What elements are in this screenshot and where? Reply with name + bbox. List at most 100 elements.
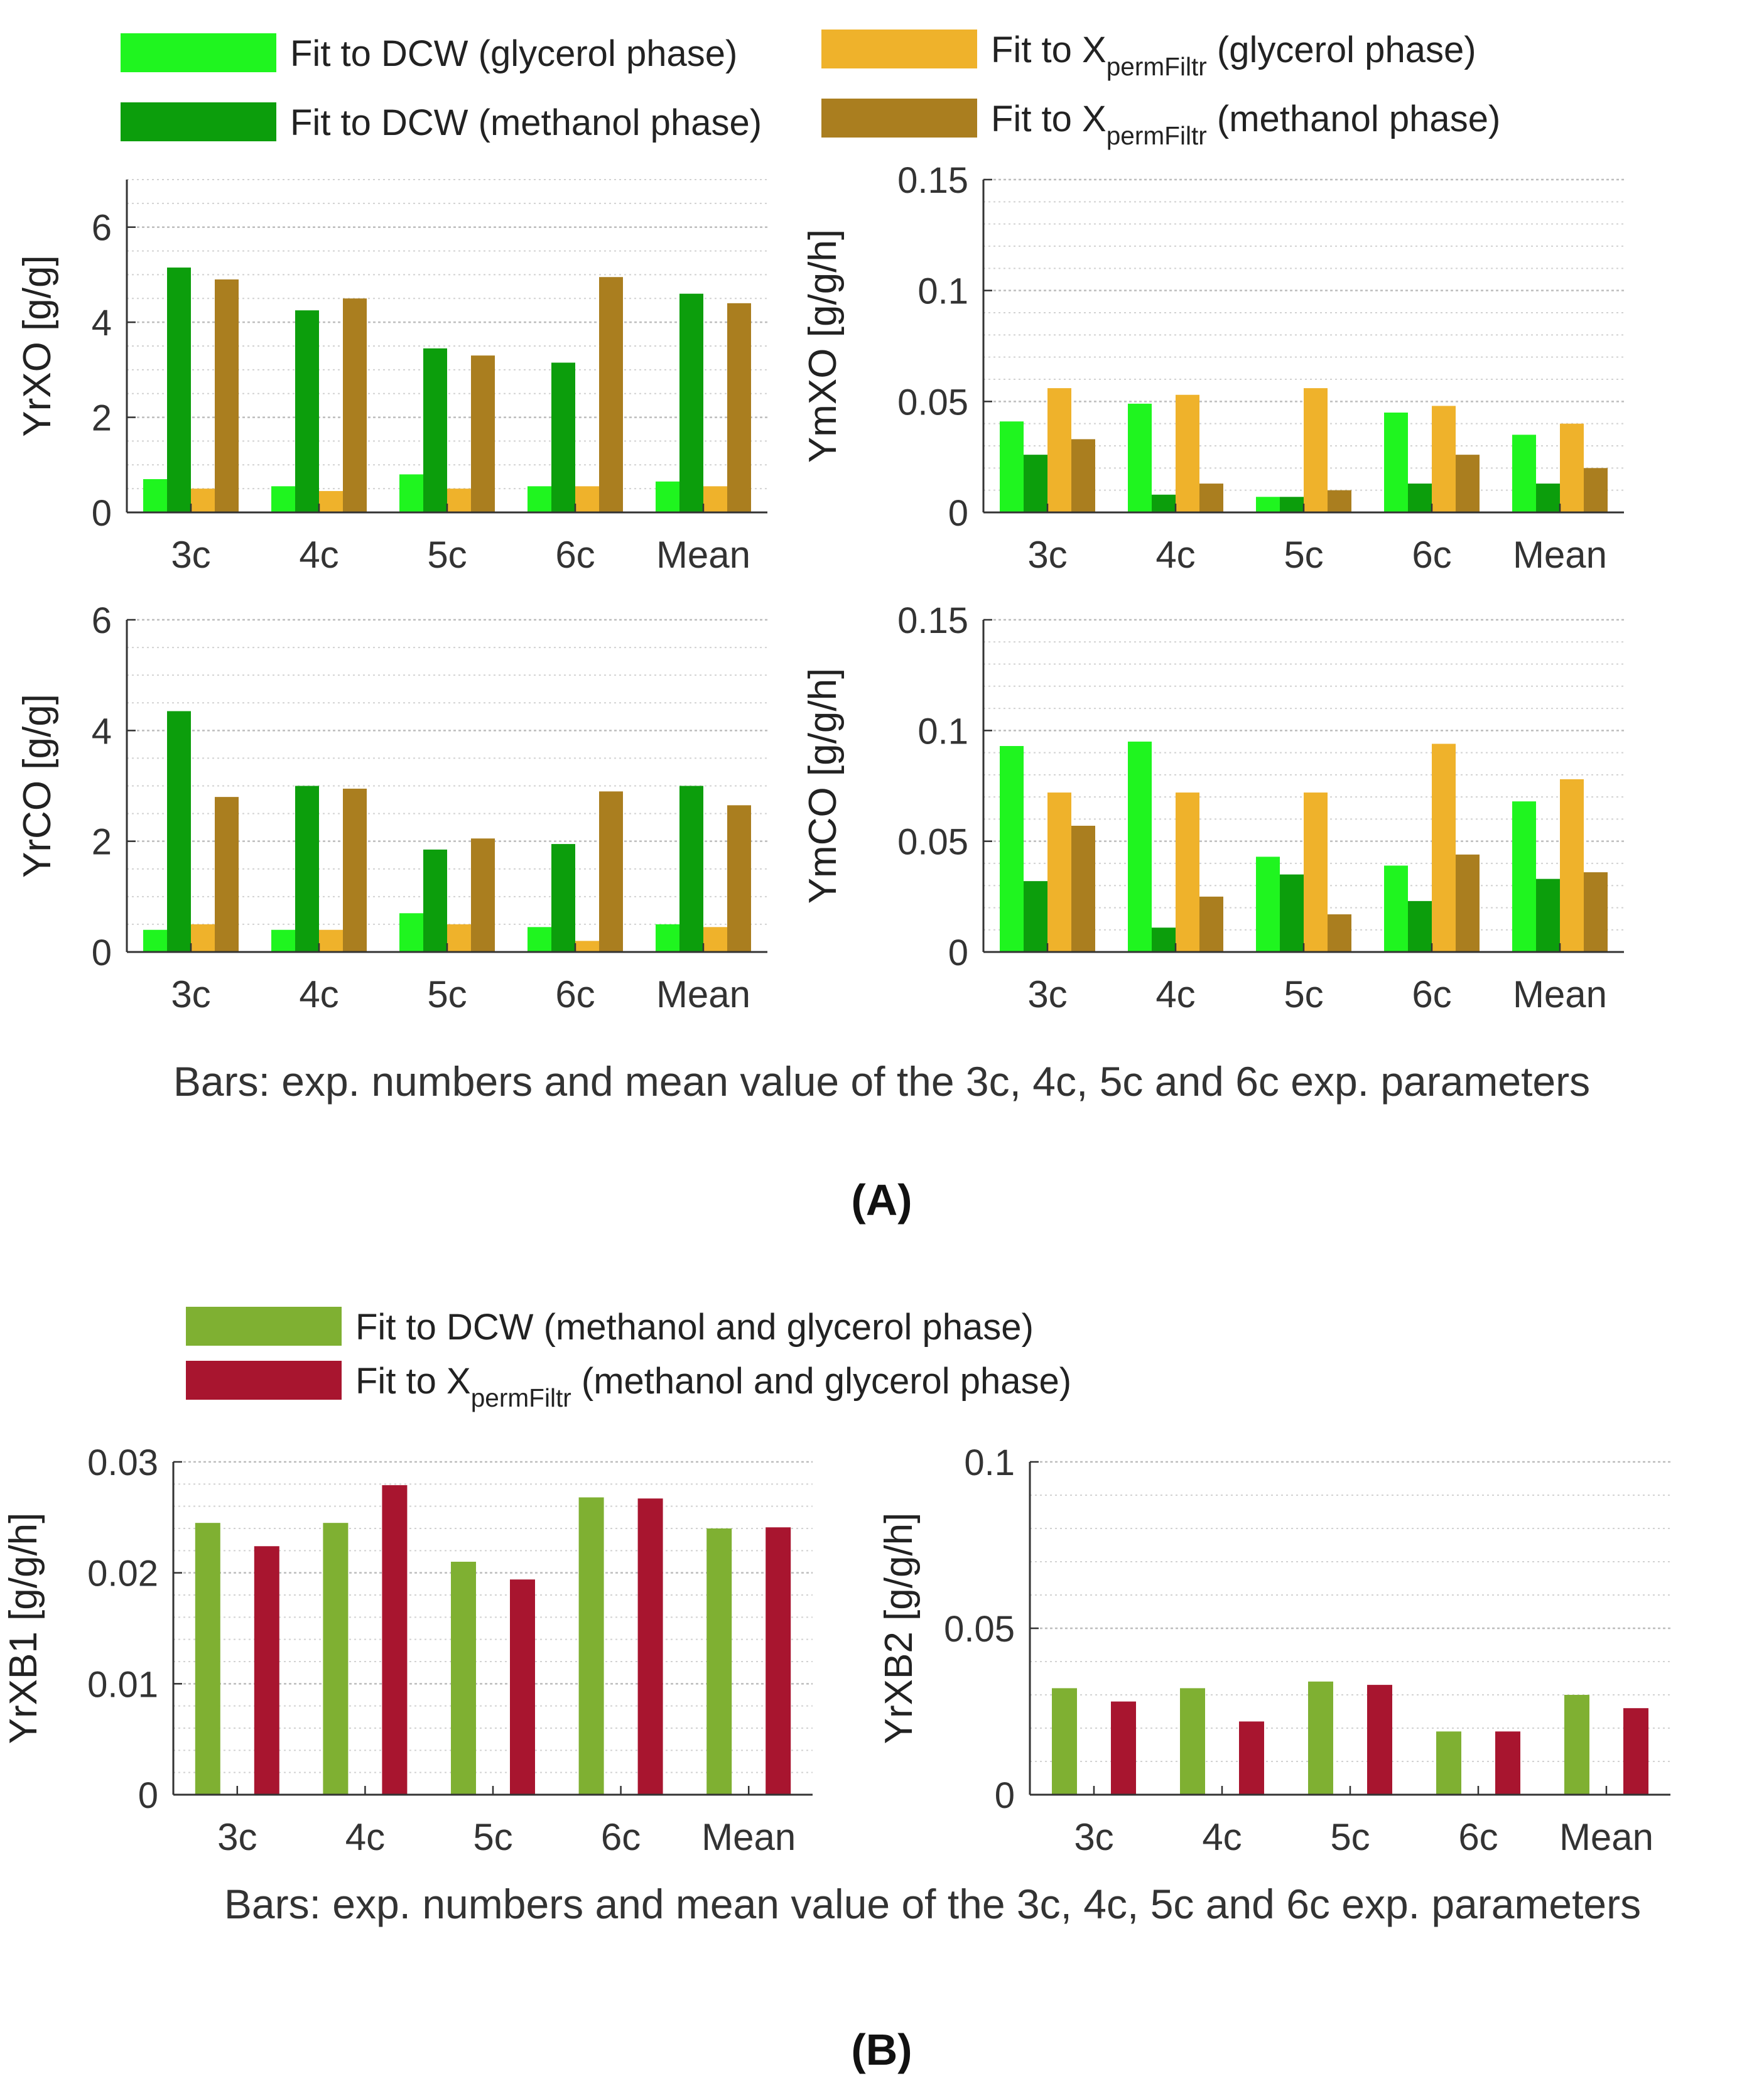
chart-YrXB2: 0 0.05 0.1 3c 4c 5c 6c Mean YrXB2 [g/g/h] xyxy=(877,1442,1670,1858)
bar xyxy=(1560,423,1584,512)
bar xyxy=(1111,1701,1136,1795)
bar xyxy=(1408,900,1432,952)
bar xyxy=(1152,494,1176,512)
x-tick-label: 4c xyxy=(1155,973,1195,1015)
panel-label-paren: ) xyxy=(897,2025,912,2074)
bar xyxy=(1199,896,1223,952)
y-tick-label: 0.15 xyxy=(897,600,968,641)
caption-b: Bars: exp. numbers and mean value of the… xyxy=(224,1881,1641,1927)
panel-label-paren: ) xyxy=(897,1176,912,1225)
legend-swatch xyxy=(821,99,977,138)
x-tick-label: Mean xyxy=(1513,973,1607,1015)
legend-text-suffix: (glycerol phase) xyxy=(1207,30,1476,70)
x-tick-label: 6c xyxy=(601,1816,641,1858)
bar xyxy=(1564,1695,1589,1795)
y-tick-label: 0 xyxy=(995,1775,1015,1816)
bar xyxy=(1047,792,1071,952)
x-tick-label: 6c xyxy=(1412,534,1451,576)
panel-label-letter: A xyxy=(866,1176,898,1225)
legend-subscript: permFiltr xyxy=(1107,121,1207,150)
bar xyxy=(1584,468,1608,512)
x-tick-label: 4c xyxy=(299,973,338,1015)
bar xyxy=(1152,927,1176,952)
bar xyxy=(167,268,191,512)
y-tick-label: 0.1 xyxy=(964,1442,1015,1483)
bar xyxy=(191,924,215,952)
y-tick-label: 0 xyxy=(948,933,968,973)
bar xyxy=(1047,388,1071,512)
bar xyxy=(323,1523,349,1795)
legend-label: Fit to DCW (methanol phase) xyxy=(290,102,762,143)
y-tick-label: 0 xyxy=(138,1775,158,1816)
x-tick-label: 6c xyxy=(1412,973,1451,1015)
x-tick-label: Mean xyxy=(701,1816,796,1858)
x-tick-label: 4c xyxy=(1202,1816,1242,1858)
y-tick-label: 0.05 xyxy=(897,382,968,423)
bar xyxy=(451,1562,476,1795)
x-tick-label: 5c xyxy=(473,1816,512,1858)
bar xyxy=(143,929,167,952)
chart-YrXB1: 0 0.01 0.02 0.03 3c 4c 5c 6c Mean YrXB1 [g/g/h] xyxy=(2,1442,813,1858)
panel-label: (A) xyxy=(851,1176,912,1225)
bar xyxy=(599,791,623,952)
bar xyxy=(679,786,703,952)
x-tick-label: 3c xyxy=(171,973,210,1015)
bar xyxy=(1408,484,1432,512)
bar xyxy=(295,310,319,512)
legend-subscript: permFiltr xyxy=(1107,52,1207,81)
bar xyxy=(1384,865,1408,952)
y-axis-label: YrXB1 [g/g/h] xyxy=(2,1513,45,1744)
bar xyxy=(1128,403,1152,512)
bar xyxy=(447,924,471,952)
bar xyxy=(679,293,703,512)
y-tick-label: 2 xyxy=(92,822,112,863)
bar xyxy=(471,355,495,512)
bar xyxy=(195,1523,220,1795)
legend-text: Fit to DCW (methanol phase) xyxy=(290,102,762,143)
bar xyxy=(1071,439,1095,512)
y-axis-label: YrXO [g/g] xyxy=(16,255,59,436)
x-tick-label: 5c xyxy=(1330,1816,1370,1858)
bar xyxy=(215,279,239,512)
bar xyxy=(637,1498,663,1795)
bar xyxy=(1367,1685,1392,1795)
chart-YmXO: 0 0.05 0.1 0.15 3c 4c 5c 6c Mean YmXO [g/g/h] xyxy=(801,160,1624,576)
bar xyxy=(706,1528,732,1795)
y-axis-label: YmXO [g/g/h] xyxy=(801,229,845,463)
bar xyxy=(1495,1731,1520,1795)
legend-item: Fit to DCW (methanol and glycerol phase) xyxy=(186,1307,1034,1348)
bar xyxy=(447,489,471,512)
bar xyxy=(766,1527,791,1795)
legend-text: Fit to X xyxy=(355,1361,471,1402)
bar xyxy=(1256,857,1280,952)
y-tick-label: 6 xyxy=(92,600,112,641)
bar xyxy=(1199,484,1223,512)
x-tick-label: 5c xyxy=(1284,534,1323,576)
legend-swatch xyxy=(186,1361,342,1400)
x-tick-label: 5c xyxy=(1284,973,1323,1015)
x-tick-label: 3c xyxy=(1027,973,1067,1015)
bar xyxy=(215,797,239,952)
y-axis-label: YrXB2 [g/g/h] xyxy=(877,1513,921,1744)
x-tick-label: 6c xyxy=(555,973,595,1015)
legend-swatch xyxy=(121,102,276,141)
bar xyxy=(1328,490,1351,512)
bar xyxy=(423,348,447,512)
bar xyxy=(1000,421,1024,512)
bar xyxy=(1432,743,1456,952)
bar xyxy=(343,298,367,512)
y-tick-label: 0.1 xyxy=(917,271,968,312)
legend-label: Fit to XpermFiltr (glycerol phase) xyxy=(991,30,1476,81)
bar xyxy=(1512,801,1536,952)
bar xyxy=(703,927,727,952)
y-tick-label: 0.02 xyxy=(87,1554,158,1594)
bar xyxy=(1071,825,1095,952)
bar xyxy=(1176,394,1199,512)
y-tick-label: 0.01 xyxy=(87,1664,158,1705)
legend-text: Fit to DCW (methanol and glycerol phase) xyxy=(355,1307,1034,1348)
bar xyxy=(271,486,295,512)
bar xyxy=(1024,881,1047,952)
bar xyxy=(191,489,215,512)
x-tick-label: 4c xyxy=(1155,534,1195,576)
